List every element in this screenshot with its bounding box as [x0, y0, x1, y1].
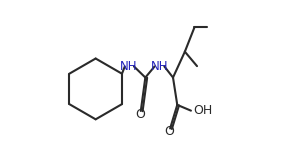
Text: OH: OH	[194, 104, 213, 117]
Text: O: O	[164, 125, 174, 138]
Text: NH: NH	[120, 60, 138, 73]
Text: O: O	[135, 107, 145, 121]
Text: NH: NH	[151, 60, 168, 73]
